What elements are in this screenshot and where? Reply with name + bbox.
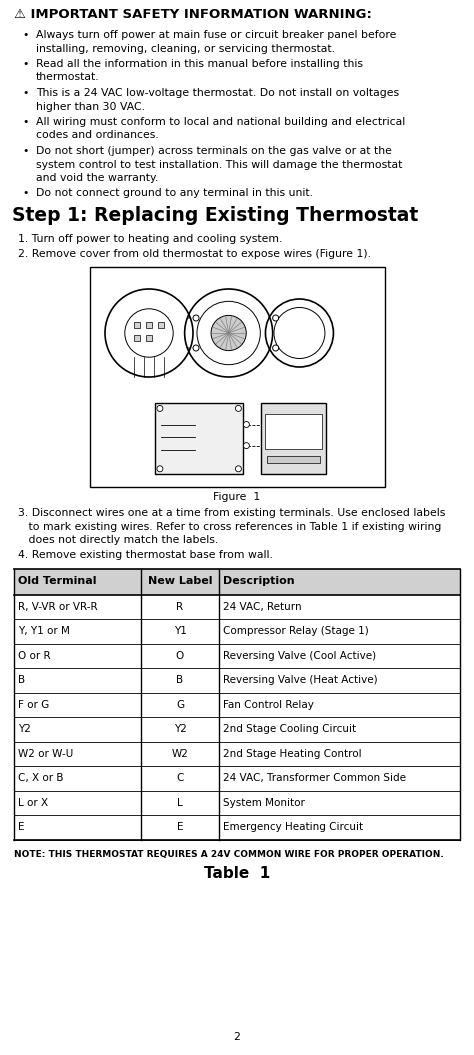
Text: R, V-VR or VR-R: R, V-VR or VR-R: [18, 601, 98, 612]
Circle shape: [236, 466, 241, 472]
Bar: [155, 403, 244, 474]
Text: Reversing Valve (Cool Active): Reversing Valve (Cool Active): [223, 651, 376, 660]
Bar: [158, 322, 164, 328]
Text: 24 VAC, Return: 24 VAC, Return: [223, 601, 301, 612]
Text: codes and ordinances.: codes and ordinances.: [36, 131, 159, 140]
Text: F or G: F or G: [18, 699, 49, 710]
Text: E: E: [177, 822, 183, 832]
Circle shape: [236, 405, 241, 411]
Text: New Label: New Label: [148, 576, 212, 587]
Text: Old Terminal: Old Terminal: [18, 576, 97, 587]
Text: Always turn off power at main fuse or circuit breaker panel before: Always turn off power at main fuse or ci…: [36, 30, 396, 40]
Text: O or R: O or R: [18, 651, 51, 660]
Text: O: O: [176, 651, 184, 660]
Text: E: E: [18, 822, 25, 832]
Bar: [134, 322, 140, 328]
Text: •: •: [22, 88, 28, 98]
Bar: [261, 403, 326, 474]
Text: W2 or W-U: W2 or W-U: [18, 749, 73, 759]
Text: 2nd Stage Cooling Circuit: 2nd Stage Cooling Circuit: [223, 724, 356, 734]
Text: NOTE: THIS THERMOSTAT REQUIRES A 24V COMMON WIRE FOR PROPER OPERATION.: NOTE: THIS THERMOSTAT REQUIRES A 24V COM…: [14, 849, 444, 859]
Text: 2. Remove cover from old thermostat to expose wires (Figure 1).: 2. Remove cover from old thermostat to e…: [18, 249, 371, 258]
Text: installing, removing, cleaning, or servicing thermostat.: installing, removing, cleaning, or servi…: [36, 43, 335, 54]
Text: L or X: L or X: [18, 798, 48, 808]
Text: System Monitor: System Monitor: [223, 798, 305, 808]
Text: Description: Description: [223, 576, 295, 587]
Bar: [146, 322, 152, 328]
Text: Step 1: Replacing Existing Thermostat: Step 1: Replacing Existing Thermostat: [12, 206, 418, 225]
Circle shape: [157, 466, 163, 472]
Text: Read all the information in this manual before installing this: Read all the information in this manual …: [36, 59, 363, 69]
Text: C: C: [176, 773, 184, 783]
Text: 2nd Stage Heating Control: 2nd Stage Heating Control: [223, 749, 362, 759]
Text: W2: W2: [172, 749, 189, 759]
Text: Y2: Y2: [173, 724, 186, 734]
Text: to mark existing wires. Refer to cross references in Table 1 if existing wiring: to mark existing wires. Refer to cross r…: [18, 521, 441, 532]
Bar: [267, 456, 320, 463]
Bar: [265, 414, 322, 449]
Text: Compressor Relay (Stage 1): Compressor Relay (Stage 1): [223, 627, 369, 636]
Bar: [90, 267, 385, 487]
Circle shape: [157, 405, 163, 411]
Text: •: •: [22, 30, 28, 40]
Text: Figure  1: Figure 1: [213, 492, 261, 502]
Text: 2: 2: [234, 1032, 240, 1042]
Text: Y, Y1 or M: Y, Y1 or M: [18, 627, 70, 636]
Text: 4. Remove existing thermostat base from wall.: 4. Remove existing thermostat base from …: [18, 551, 273, 560]
Text: Do not connect ground to any terminal in this unit.: Do not connect ground to any terminal in…: [36, 189, 313, 198]
Text: This is a 24 VAC low-voltage thermostat. Do not install on voltages: This is a 24 VAC low-voltage thermostat.…: [36, 88, 399, 98]
Circle shape: [244, 422, 249, 427]
Text: G: G: [176, 699, 184, 710]
Text: Table  1: Table 1: [204, 865, 270, 881]
Text: Reversing Valve (Heat Active): Reversing Valve (Heat Active): [223, 675, 378, 686]
Circle shape: [211, 315, 246, 350]
Bar: [146, 335, 152, 341]
Text: 24 VAC, Transformer Common Side: 24 VAC, Transformer Common Side: [223, 773, 406, 783]
Text: B: B: [176, 675, 183, 686]
Circle shape: [193, 315, 199, 321]
Bar: [14, 569, 460, 595]
Text: does not directly match the labels.: does not directly match the labels.: [18, 535, 218, 545]
Text: •: •: [22, 189, 28, 198]
Text: Y1: Y1: [173, 627, 186, 636]
Text: •: •: [22, 117, 28, 127]
Circle shape: [244, 443, 249, 448]
Circle shape: [273, 345, 279, 351]
Circle shape: [193, 345, 199, 351]
Text: L: L: [177, 798, 183, 808]
Text: Fan Control Relay: Fan Control Relay: [223, 699, 314, 710]
Text: higher than 30 VAC.: higher than 30 VAC.: [36, 101, 145, 112]
Text: ⚠ IMPORTANT SAFETY INFORMATION WARNING:: ⚠ IMPORTANT SAFETY INFORMATION WARNING:: [14, 8, 372, 21]
Text: B: B: [18, 675, 25, 686]
Text: Emergency Heating Circuit: Emergency Heating Circuit: [223, 822, 363, 832]
Circle shape: [273, 315, 279, 321]
Text: and void the warranty.: and void the warranty.: [36, 173, 158, 183]
Text: All wiring must conform to local and national building and electrical: All wiring must conform to local and nat…: [36, 117, 405, 127]
Text: C, X or B: C, X or B: [18, 773, 64, 783]
Text: Do not short (jumper) across terminals on the gas valve or at the: Do not short (jumper) across terminals o…: [36, 146, 392, 156]
Text: •: •: [22, 59, 28, 69]
Text: system control to test installation. This will damage the thermostat: system control to test installation. Thi…: [36, 159, 402, 170]
Text: Y2: Y2: [18, 724, 31, 734]
Text: R: R: [176, 601, 183, 612]
Text: 1. Turn off power to heating and cooling system.: 1. Turn off power to heating and cooling…: [18, 234, 283, 244]
Text: 3. Disconnect wires one at a time from existing terminals. Use enclosed labels: 3. Disconnect wires one at a time from e…: [18, 509, 446, 518]
Text: •: •: [22, 146, 28, 156]
Text: thermostat.: thermostat.: [36, 73, 100, 82]
Bar: [134, 335, 140, 341]
